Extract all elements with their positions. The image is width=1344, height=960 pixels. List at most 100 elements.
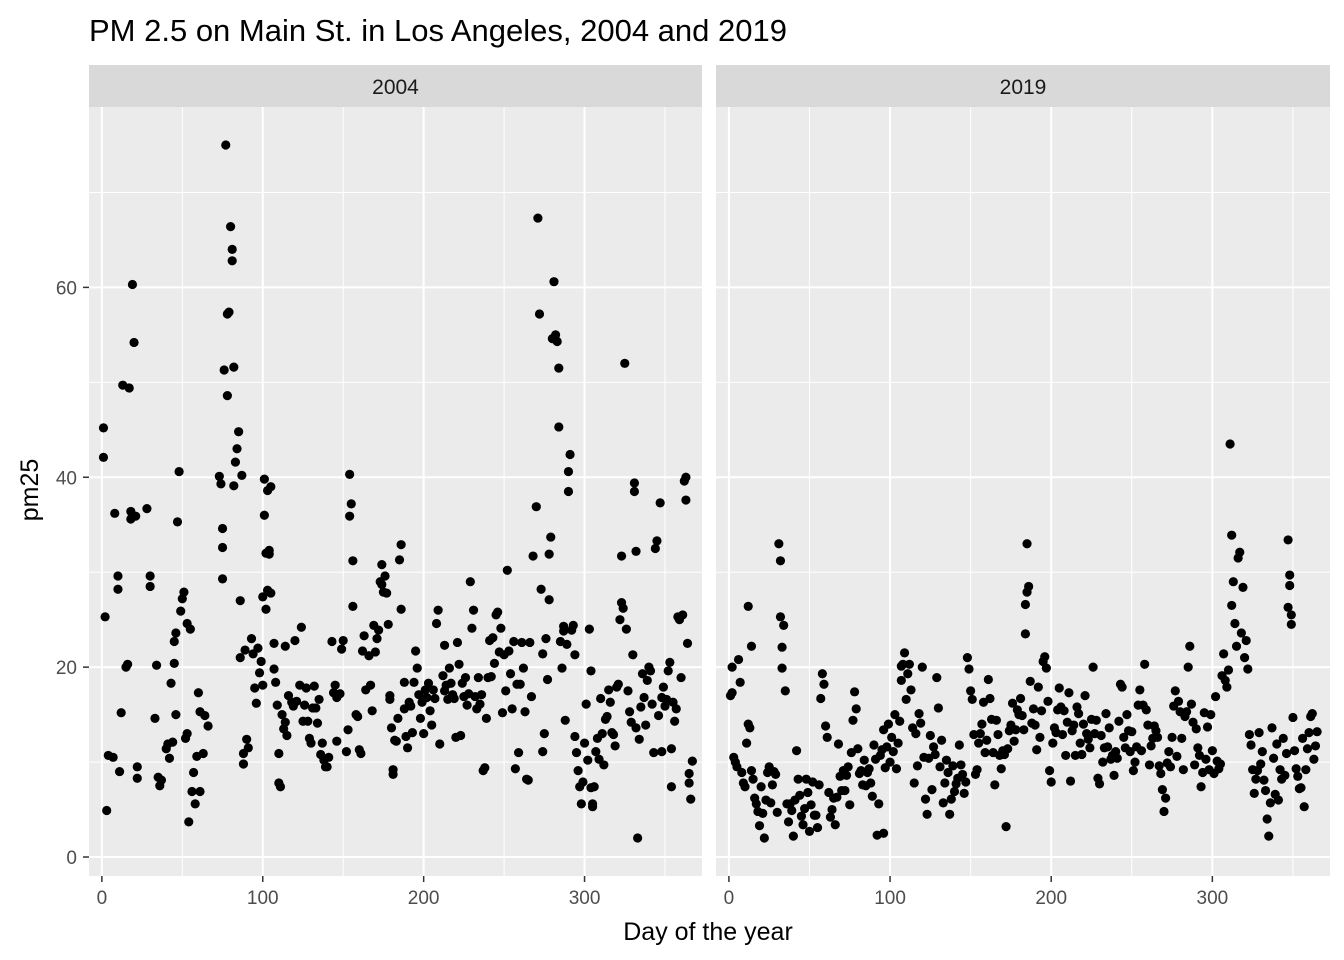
data-point (1251, 774, 1261, 784)
data-point (399, 677, 409, 687)
data-point (509, 636, 519, 647)
data-point (899, 648, 910, 658)
data-point (832, 792, 842, 802)
data-point (322, 762, 332, 772)
data-point (647, 699, 657, 709)
data-point (578, 777, 588, 787)
data-point (1172, 751, 1182, 761)
data-point (174, 466, 184, 477)
data-point (583, 755, 593, 765)
data-point (1030, 720, 1040, 730)
data-point (1202, 722, 1213, 732)
data-point (382, 588, 392, 598)
data-point (1159, 806, 1169, 817)
data-point (151, 660, 162, 670)
data-point (544, 595, 554, 605)
data-point (166, 678, 176, 688)
data-point (301, 683, 311, 693)
data-point (853, 744, 863, 754)
data-point (419, 728, 429, 739)
data-point (327, 636, 337, 647)
data-point (431, 618, 442, 629)
data-point (1046, 777, 1056, 787)
data-point (1028, 704, 1039, 714)
data-point (827, 804, 837, 815)
data-point (613, 679, 623, 689)
data-point (150, 713, 160, 724)
data-point (1114, 716, 1124, 726)
data-point (604, 685, 614, 695)
data-point (1230, 618, 1240, 629)
data-point (435, 739, 445, 749)
data-point (804, 826, 815, 836)
data-point (678, 610, 688, 620)
data-point (1033, 682, 1043, 692)
data-point (735, 677, 745, 687)
data-point (864, 764, 874, 774)
data-point (1091, 715, 1101, 725)
data-point (356, 748, 366, 759)
data-point (1065, 776, 1076, 786)
data-point (190, 799, 200, 809)
data-point (890, 710, 900, 720)
data-point (1307, 709, 1317, 719)
data-point (1054, 683, 1064, 693)
data-point (266, 482, 276, 492)
x-tick-label: 300 (569, 888, 601, 909)
data-point (275, 782, 286, 792)
data-point (280, 717, 290, 727)
data-point (1167, 732, 1177, 742)
data-point (164, 753, 175, 763)
data-point (737, 767, 747, 778)
data-point (489, 658, 500, 668)
data-point (563, 486, 574, 497)
data-point (256, 656, 266, 667)
points-2004 (98, 140, 697, 843)
data-point (456, 730, 466, 741)
data-point (895, 716, 905, 726)
data-point (169, 658, 179, 668)
data-point (941, 755, 952, 765)
data-point (756, 782, 766, 792)
data-point (1020, 599, 1031, 610)
data-point (1025, 676, 1035, 686)
data-point (634, 734, 644, 744)
data-point (1140, 659, 1150, 669)
data-point (195, 786, 205, 797)
data-point (1007, 698, 1018, 708)
data-point (927, 785, 937, 795)
data-point (1241, 635, 1251, 646)
data-point (124, 383, 134, 393)
data-point (1181, 707, 1192, 717)
data-point (513, 747, 524, 758)
data-point (779, 620, 789, 630)
data-point (743, 601, 753, 611)
data-point (264, 549, 274, 559)
data-point (579, 738, 590, 748)
data-point (1117, 682, 1127, 692)
data-point (795, 790, 805, 800)
data-point (225, 222, 236, 232)
data-point (687, 756, 697, 766)
data-point (488, 633, 498, 643)
data-point (1078, 719, 1089, 729)
x-tick-label: 100 (247, 888, 279, 909)
data-point (1285, 580, 1295, 591)
data-point (1186, 699, 1197, 709)
data-point (914, 709, 924, 719)
data-point (653, 710, 664, 721)
data-point (541, 634, 551, 644)
data-point (1059, 706, 1069, 716)
data-point (681, 495, 691, 505)
data-point (605, 697, 615, 707)
data-point (1283, 602, 1293, 612)
x-tick-label: 0 (97, 888, 108, 909)
data-point (901, 694, 911, 705)
data-point (1183, 662, 1193, 672)
data-point (945, 809, 955, 819)
data-point (631, 723, 641, 733)
data-point (943, 767, 953, 778)
data-point (780, 686, 790, 696)
data-point (1157, 785, 1167, 795)
facet-strip-label: 2019 (1000, 76, 1047, 99)
